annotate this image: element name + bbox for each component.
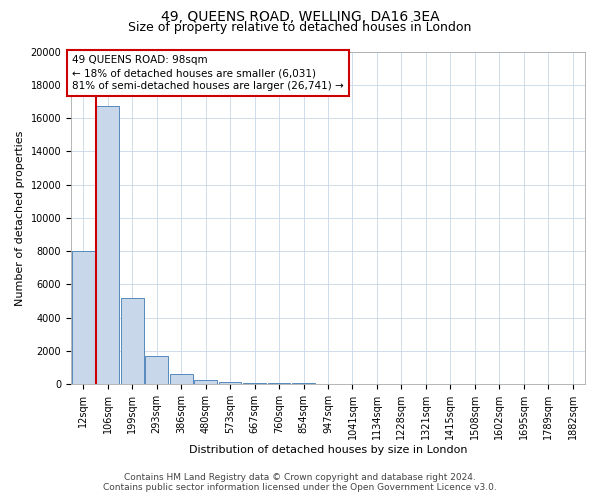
Bar [97,106,119,384]
Text: 49 QUEENS ROAD: 98sqm
← 18% of detached houses are smaller (6,031)
81% of semi-d: 49 QUEENS ROAD: 98sqm ← 18% of detached … [72,55,344,91]
Bar [268,383,290,384]
Text: 49, QUEENS ROAD, WELLING, DA16 3EA: 49, QUEENS ROAD, WELLING, DA16 3EA [161,10,439,24]
X-axis label: Distribution of detached houses by size in London: Distribution of detached houses by size … [189,445,467,455]
Text: Contains HM Land Registry data © Crown copyright and database right 2024.
Contai: Contains HM Land Registry data © Crown c… [103,473,497,492]
Y-axis label: Number of detached properties: Number of detached properties [15,130,25,306]
Text: Size of property relative to detached houses in London: Size of property relative to detached ho… [128,21,472,34]
Bar [121,298,143,384]
Bar [145,356,168,384]
Bar [292,383,315,384]
Bar [243,382,266,384]
Bar [170,374,193,384]
Bar [72,251,95,384]
Bar [194,380,217,384]
Bar [219,382,241,384]
